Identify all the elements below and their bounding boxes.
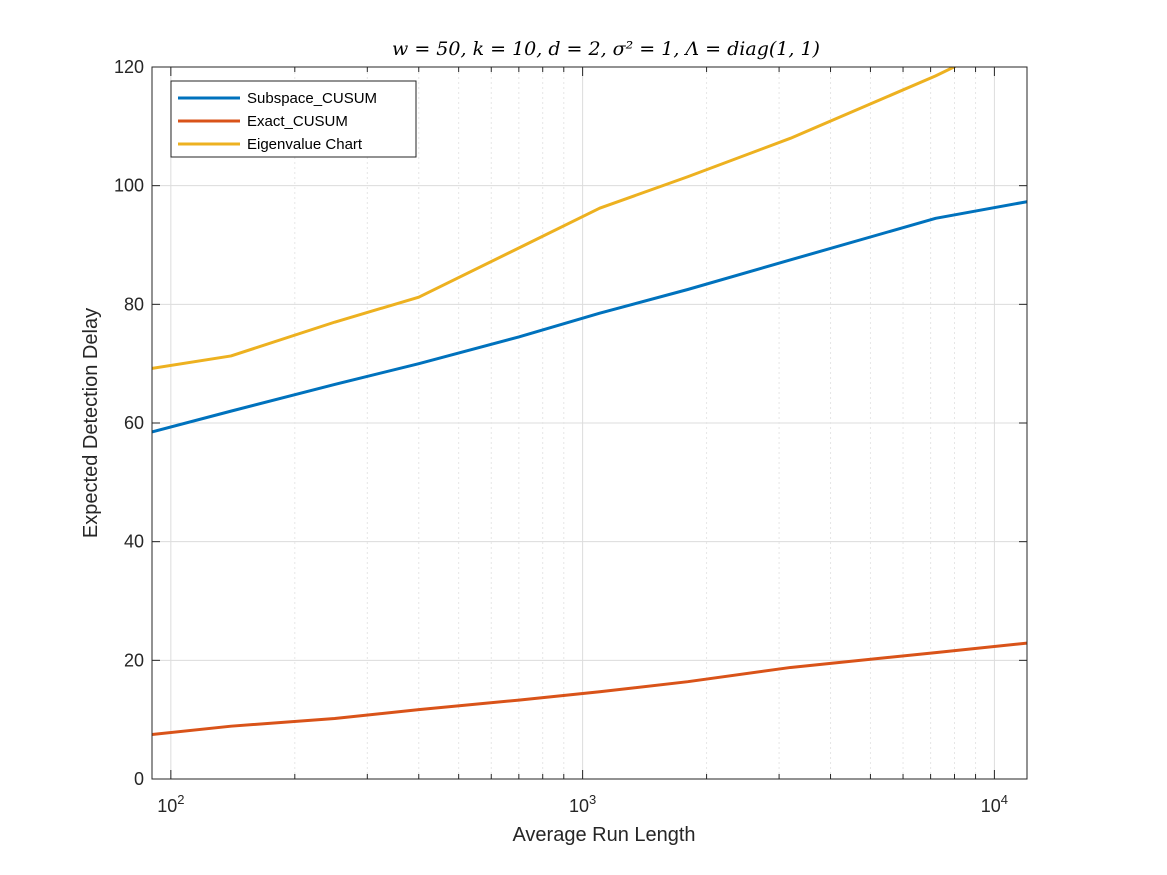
series-line-eigenvalue-chart xyxy=(152,67,958,370)
y-tick-label: 0 xyxy=(134,769,144,789)
x-tick-label: 102 xyxy=(157,792,184,816)
legend-label-exact-cusum: Exact_CUSUM xyxy=(247,113,348,130)
y-axis-label: Expected Detection Delay xyxy=(80,308,102,538)
x-tick-label: 104 xyxy=(981,792,1008,816)
y-tick-label: 120 xyxy=(114,57,144,77)
legend-label-eigenvalue-chart: Eigenvalue Chart xyxy=(247,136,363,153)
x-tick-label: 103 xyxy=(569,792,596,816)
y-tick-label: 20 xyxy=(124,650,144,670)
series-line-subspace-cusum xyxy=(152,200,1027,434)
x-axis-label: Average Run Length xyxy=(512,824,695,846)
chart-title: w = 50, k = 10, d = 2, σ² = 1, Λ = diag(… xyxy=(392,38,820,60)
legend-label-subspace-cusum: Subspace_CUSUM xyxy=(247,90,377,107)
tick-marks xyxy=(151,66,1027,780)
y-tick-label: 40 xyxy=(124,532,144,552)
series-line-exact-cusum xyxy=(152,641,1027,736)
legend: Subspace_CUSUM Exact_CUSUM Eigenvalue Char… xyxy=(170,80,417,158)
y-tick-label: 60 xyxy=(124,413,144,433)
series-lines xyxy=(152,67,1027,736)
x-tick-labels: 102 103 104 xyxy=(157,792,1008,816)
y-tick-label: 80 xyxy=(124,294,144,314)
legend-entries: Subspace_CUSUM Exact_CUSUM Eigenvalue Char… xyxy=(178,90,377,153)
y-tick-labels: 0 20 40 60 80 100 120 xyxy=(114,57,144,789)
y-tick-label: 100 xyxy=(114,176,144,196)
